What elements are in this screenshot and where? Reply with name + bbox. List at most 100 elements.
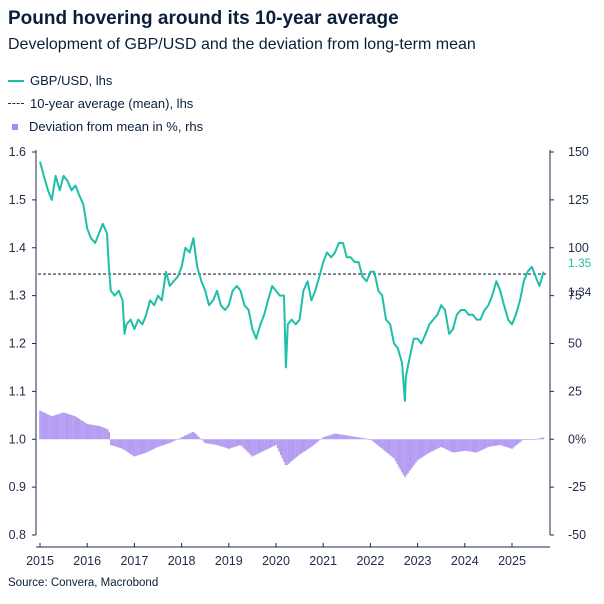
deviation-bar (284, 439, 287, 466)
deviation-bar (51, 416, 54, 440)
deviation-bar (542, 437, 545, 440)
left-tick-label: 1.1 (9, 384, 26, 398)
deviation-bar (278, 439, 280, 452)
deviation-bar (448, 439, 450, 451)
mean-value-label: 1.34 (568, 285, 592, 299)
deviation-bar (364, 438, 367, 440)
deviation-bar (498, 439, 501, 446)
deviation-bar (497, 439, 499, 446)
deviation-bar (231, 439, 233, 448)
deviation-bar (89, 424, 92, 440)
deviation-bar (434, 439, 436, 450)
legend-item-mean: 10-year average (mean), lhs (8, 92, 203, 115)
left-tick-label: 1.3 (9, 289, 26, 303)
deviation-bar (158, 439, 161, 447)
deviation-bar (435, 439, 438, 450)
legend-swatch-line (8, 79, 24, 82)
x-tick-label: 2022 (356, 554, 384, 568)
deviation-bar (328, 435, 331, 440)
deviation-bar (166, 439, 169, 444)
deviation-bar (223, 439, 225, 448)
deviation-bar (432, 439, 435, 451)
deviation-bar (536, 438, 538, 440)
deviation-bar (331, 434, 334, 440)
deviation-bar (314, 439, 317, 444)
deviation-bar (174, 439, 177, 441)
deviation-bar (445, 439, 447, 450)
deviation-bar (105, 428, 107, 440)
deviation-bar (188, 433, 191, 440)
deviation-bar (168, 439, 170, 444)
deviation-bar (319, 439, 321, 440)
deviation-bar (143, 439, 145, 454)
deviation-bar (396, 439, 398, 464)
deviation-bar (264, 439, 266, 451)
deviation-bar (117, 439, 120, 448)
deviation-bar (281, 439, 284, 459)
deviation-bar (275, 439, 277, 445)
deviation-bar (457, 439, 460, 452)
deviation-bar (108, 432, 111, 440)
deviation-bar (256, 439, 258, 455)
deviation-bar (229, 439, 232, 449)
right-tick-label: 0% (568, 432, 586, 446)
deviation-bar (292, 439, 295, 460)
deviation-bar (462, 439, 465, 451)
left-tick-label: 0.9 (9, 480, 26, 494)
deviation-bar (84, 422, 87, 440)
deviation-bar (363, 438, 365, 440)
deviation-bar (305, 439, 307, 451)
legend-swatch-dot (12, 123, 18, 130)
deviation-bar (201, 439, 203, 441)
deviation-bar (130, 439, 133, 455)
deviation-bar (323, 436, 326, 440)
deviation-bar (512, 439, 515, 448)
deviation-bar (169, 439, 172, 443)
deviation-bar (386, 439, 389, 454)
deviation-bar (320, 438, 323, 440)
deviation-bar (163, 439, 166, 445)
deviation-bar (412, 439, 414, 467)
deviation-bar (500, 439, 502, 446)
deviation-bar (179, 438, 181, 440)
deviation-bar (237, 439, 240, 446)
deviation-bar (242, 439, 244, 448)
deviation-bar (70, 414, 73, 440)
deviation-bar (220, 439, 222, 447)
deviation-bar (478, 439, 480, 452)
deviation-bar (377, 439, 380, 446)
x-tick-label: 2015 (26, 554, 54, 568)
left-tick-label: 1.6 (9, 145, 26, 159)
deviation-bar (102, 427, 104, 440)
deviation-bar (216, 439, 219, 446)
deviation-bar (92, 424, 95, 440)
deviation-bar (525, 439, 527, 440)
deviation-bar (402, 439, 405, 476)
deviation-bar (519, 439, 521, 443)
right-tick-label: 125 (568, 193, 589, 207)
deviation-bar (128, 439, 131, 454)
deviation-bar (388, 439, 391, 455)
deviation-bar (421, 439, 424, 458)
deviation-bar (353, 436, 356, 440)
deviation-bar (45, 413, 48, 440)
deviation-bar (468, 439, 471, 452)
last-value-label: 1.35 (568, 256, 592, 270)
deviation-bar (232, 439, 235, 448)
deviation-bar (165, 439, 167, 445)
deviation-bar (399, 439, 402, 470)
deviation-bar (125, 439, 128, 452)
deviation-bar (191, 431, 194, 440)
deviation-bar (224, 439, 227, 448)
deviation-bar (503, 439, 505, 447)
deviation-bar (539, 438, 542, 440)
chart-title: Pound hovering around its 10-year averag… (8, 8, 399, 29)
deviation-bar (349, 435, 351, 440)
deviation-bar (476, 439, 479, 453)
deviation-bar (460, 439, 463, 452)
deviation-bar (221, 439, 224, 447)
deviation-bar (401, 439, 403, 473)
legend-label-deviation: Deviation from mean in %, rhs (29, 119, 204, 134)
deviation-bar (368, 438, 370, 440)
x-tick-label: 2017 (120, 554, 148, 568)
